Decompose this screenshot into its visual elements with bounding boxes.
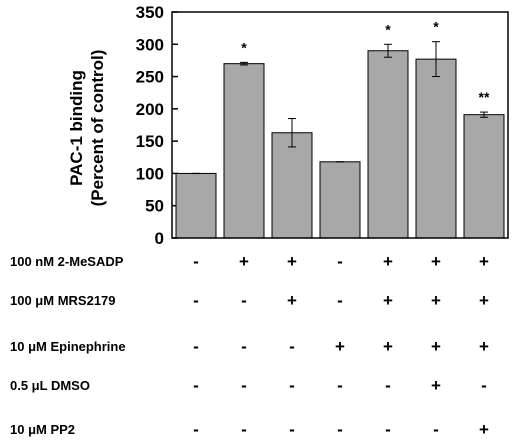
minus-mark: -	[241, 376, 247, 395]
minus-mark: -	[337, 420, 343, 439]
minus-mark: -	[193, 420, 199, 439]
bar	[367, 50, 409, 239]
plus-mark: +	[383, 337, 393, 356]
y-axis-label-line-1: PAC-1 binding	[67, 70, 86, 186]
condition-table: 100 nM 2-MeSADP - + + - + + +100 μM MRS2179 - - + -…	[10, 252, 489, 439]
condition-row: 10 μM PP2 - - - - - - +	[10, 420, 489, 439]
significance-mark: *	[241, 39, 247, 55]
condition-label: 10 μM PP2	[10, 422, 75, 437]
y-tick-label: 150	[136, 132, 164, 151]
minus-mark: -	[289, 337, 295, 356]
minus-mark: -	[385, 376, 391, 395]
condition-label: 0.5 μL DMSO	[10, 378, 90, 393]
minus-mark: -	[337, 252, 343, 271]
condition-row: 10 μM Epinephrine - - - + + + +	[10, 337, 489, 356]
minus-mark: -	[193, 291, 199, 310]
y-tick-label: 200	[136, 100, 164, 119]
y-tick-label: 300	[136, 35, 164, 54]
bars	[175, 50, 505, 239]
y-tick-label: 50	[145, 197, 164, 216]
minus-mark: -	[337, 376, 343, 395]
minus-mark: -	[193, 376, 199, 395]
y-axis: 0 50 100 150 200 250 300 350	[136, 3, 178, 248]
y-axis-label-line-2: (Percent of control)	[88, 50, 107, 207]
plus-mark: +	[383, 252, 393, 271]
significance-mark: *	[433, 19, 439, 35]
significance-marks: ** ***	[241, 19, 490, 105]
plus-mark: +	[383, 291, 393, 310]
condition-label: 100 μM MRS2179	[10, 293, 116, 308]
minus-mark: -	[241, 291, 247, 310]
plus-mark: +	[431, 376, 441, 395]
bar	[463, 114, 505, 239]
plus-mark: +	[287, 291, 297, 310]
minus-mark: -	[193, 252, 199, 271]
condition-row: 0.5 μL DMSO - - - - - + -	[10, 376, 487, 395]
minus-mark: -	[481, 376, 487, 395]
plus-mark: +	[431, 337, 441, 356]
plus-mark: +	[479, 252, 489, 271]
condition-row: 100 nM 2-MeSADP - + + - + + +	[10, 252, 489, 271]
plus-mark: +	[239, 252, 249, 271]
minus-mark: -	[241, 337, 247, 356]
bar	[271, 132, 313, 239]
plus-mark: +	[287, 252, 297, 271]
plus-mark: +	[479, 420, 489, 439]
y-tick-label: 0	[155, 229, 164, 248]
significance-mark: *	[385, 21, 391, 37]
error-bars	[192, 41, 488, 175]
plus-mark: +	[431, 291, 441, 310]
minus-mark: -	[433, 420, 439, 439]
y-axis-label: PAC-1 binding (Percent of control)	[67, 50, 107, 207]
plus-mark: +	[431, 252, 441, 271]
minus-mark: -	[241, 420, 247, 439]
y-tick-label: 250	[136, 68, 164, 87]
plus-mark: +	[335, 337, 345, 356]
bar	[415, 58, 457, 239]
plot-frame	[171, 11, 509, 239]
condition-label: 100 nM 2-MeSADP	[10, 254, 124, 269]
minus-mark: -	[337, 291, 343, 310]
significance-mark: **	[479, 89, 490, 105]
bar	[175, 172, 217, 239]
condition-row: 100 μM MRS2179 - - + - + + +	[10, 291, 489, 310]
y-tick-label: 100	[136, 164, 164, 183]
minus-mark: -	[289, 376, 295, 395]
y-tick-label: 350	[136, 3, 164, 22]
minus-mark: -	[385, 420, 391, 439]
bar	[319, 161, 361, 239]
bar	[223, 63, 265, 239]
plus-mark: +	[479, 337, 489, 356]
plus-mark: +	[479, 291, 489, 310]
minus-mark: -	[289, 420, 295, 439]
condition-label: 10 μM Epinephrine	[10, 339, 126, 354]
minus-mark: -	[193, 337, 199, 356]
